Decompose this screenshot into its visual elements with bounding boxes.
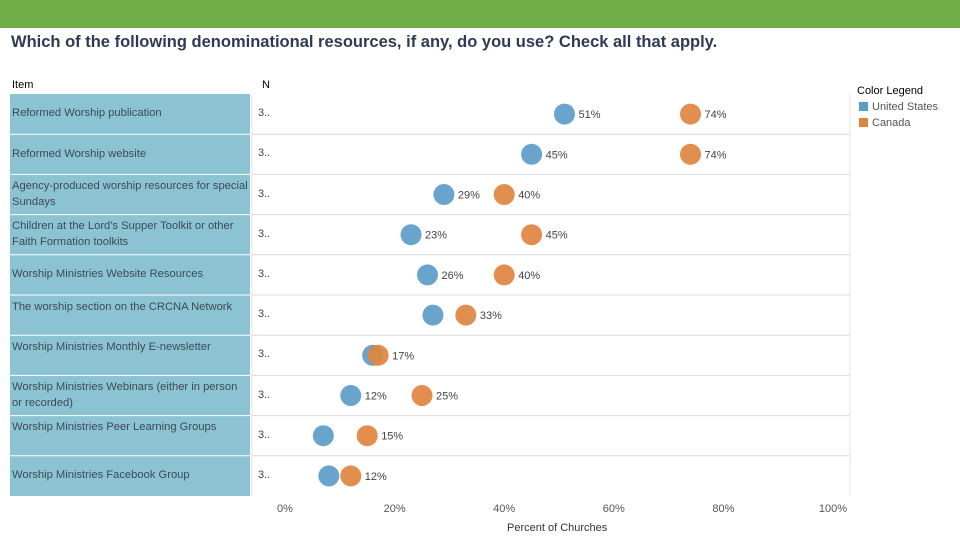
dot-canada[interactable]	[411, 385, 433, 406]
item-label: The worship section on the CRCNA Network	[12, 300, 233, 313]
n-value: 3..	[258, 227, 271, 240]
x-tick-label: 0%	[277, 503, 293, 515]
data-label-united-states: 23%	[425, 230, 447, 242]
legend-swatch-canada	[859, 118, 868, 127]
data-label-canada: 45%	[546, 230, 568, 242]
n-value: 3..	[258, 348, 271, 361]
item-label: Reformed Worship website	[12, 147, 147, 160]
n-value: 3..	[258, 388, 271, 401]
dot-united-states[interactable]	[318, 465, 340, 487]
item-label: Children at the Lord's Supper Toolkit or…	[12, 220, 234, 248]
dot-canada[interactable]	[340, 465, 362, 487]
item-label: Worship Ministries Facebook Group	[12, 469, 190, 482]
n-value: 3..	[258, 187, 271, 200]
dot-canada[interactable]	[493, 184, 515, 205]
x-tick-label: 80%	[712, 503, 734, 515]
dot-united-states[interactable]	[312, 425, 334, 447]
dot-united-states[interactable]	[340, 385, 362, 406]
dot-canada[interactable]	[521, 224, 543, 246]
dot-united-states[interactable]	[422, 304, 444, 326]
n-value: 3..	[258, 308, 271, 321]
data-label-canada: 74%	[705, 109, 727, 121]
data-label-united-states: 29%	[458, 190, 480, 202]
dot-canada[interactable]	[493, 264, 515, 286]
legend-label-canada: Canada	[872, 117, 911, 129]
data-label-united-states: 26%	[441, 270, 463, 282]
item-column-header: Item	[12, 79, 34, 91]
data-label-canada: 74%	[705, 149, 727, 161]
data-label-canada: 25%	[436, 391, 458, 403]
n-value: 3..	[258, 468, 271, 481]
data-label-canada: 40%	[518, 190, 540, 202]
legend-title: Color Legend	[857, 85, 924, 97]
x-tick-label: 100%	[819, 503, 847, 515]
dot-united-states[interactable]	[416, 264, 438, 286]
x-tick-label: 60%	[603, 503, 625, 515]
dot-united-states[interactable]	[400, 224, 422, 246]
x-axis-title: Percent of Churches	[507, 522, 608, 534]
item-label: Worship Ministries Monthly E-newsletter	[12, 340, 211, 353]
dot-canada[interactable]	[455, 304, 477, 326]
n-value: 3..	[258, 267, 271, 280]
data-label-canada: 12%	[365, 471, 387, 483]
item-label: Worship Ministries Peer Learning Groups	[12, 421, 217, 434]
legend-label-united-states: United States	[872, 101, 939, 113]
data-label-united-states: 45%	[546, 149, 568, 161]
n-value: 3..	[258, 107, 271, 120]
data-label-canada: 40%	[518, 270, 540, 282]
dot-canada[interactable]	[680, 143, 702, 165]
x-tick-label: 40%	[493, 503, 515, 515]
x-tick-label: 20%	[384, 503, 406, 515]
data-label-canada: 33%	[480, 310, 502, 322]
n-value: 3..	[258, 428, 271, 441]
dot-canada[interactable]	[367, 344, 389, 366]
top-accent-bar	[0, 0, 960, 28]
item-label: Worship Ministries Webinars (either in p…	[12, 381, 238, 409]
data-label-canada: 17%	[392, 350, 414, 362]
n-value: 3..	[258, 147, 271, 160]
item-label: Agency-produced worship resources for sp…	[12, 180, 248, 208]
data-label-united-states: 12%	[365, 391, 387, 403]
page-title: Which of the following denominational re…	[11, 33, 718, 51]
n-column-header: N	[262, 79, 270, 91]
item-label: Worship Ministries Website Resources	[12, 268, 204, 281]
dot-canada[interactable]	[356, 425, 378, 447]
dot-united-states[interactable]	[553, 103, 575, 125]
data-label-canada: 15%	[381, 431, 403, 443]
legend-item-canada[interactable]: Canada	[859, 117, 911, 129]
legend-swatch-united-states	[859, 102, 868, 111]
legend-item-united-states[interactable]: United States	[859, 101, 938, 113]
data-label-united-states: 51%	[578, 109, 600, 121]
dot-united-states[interactable]	[433, 184, 455, 205]
item-label: Reformed Worship publication	[12, 107, 162, 120]
dot-united-states[interactable]	[521, 143, 543, 165]
dot-canada[interactable]	[680, 103, 702, 125]
